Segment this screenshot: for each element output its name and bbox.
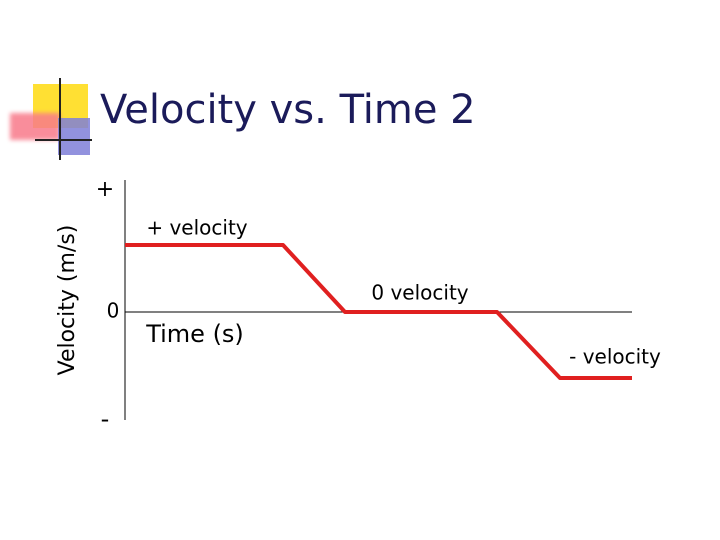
blue-square xyxy=(58,118,90,155)
y-zero-label: 0 xyxy=(107,299,120,323)
decoration xyxy=(10,78,92,160)
velocity-line xyxy=(125,243,632,380)
annotation: 0 velocity xyxy=(371,281,468,305)
annotation: - velocity xyxy=(569,345,661,369)
title: Velocity vs. Time 2 xyxy=(100,87,476,133)
red-square xyxy=(10,113,60,140)
y-bottom-label: - xyxy=(101,405,110,433)
annotation: + velocity xyxy=(146,216,247,240)
x-axis-label: Time (s) xyxy=(145,320,244,348)
y-axis-label: Velocity (m/s) xyxy=(55,225,80,376)
y-top-label: + xyxy=(96,177,114,202)
